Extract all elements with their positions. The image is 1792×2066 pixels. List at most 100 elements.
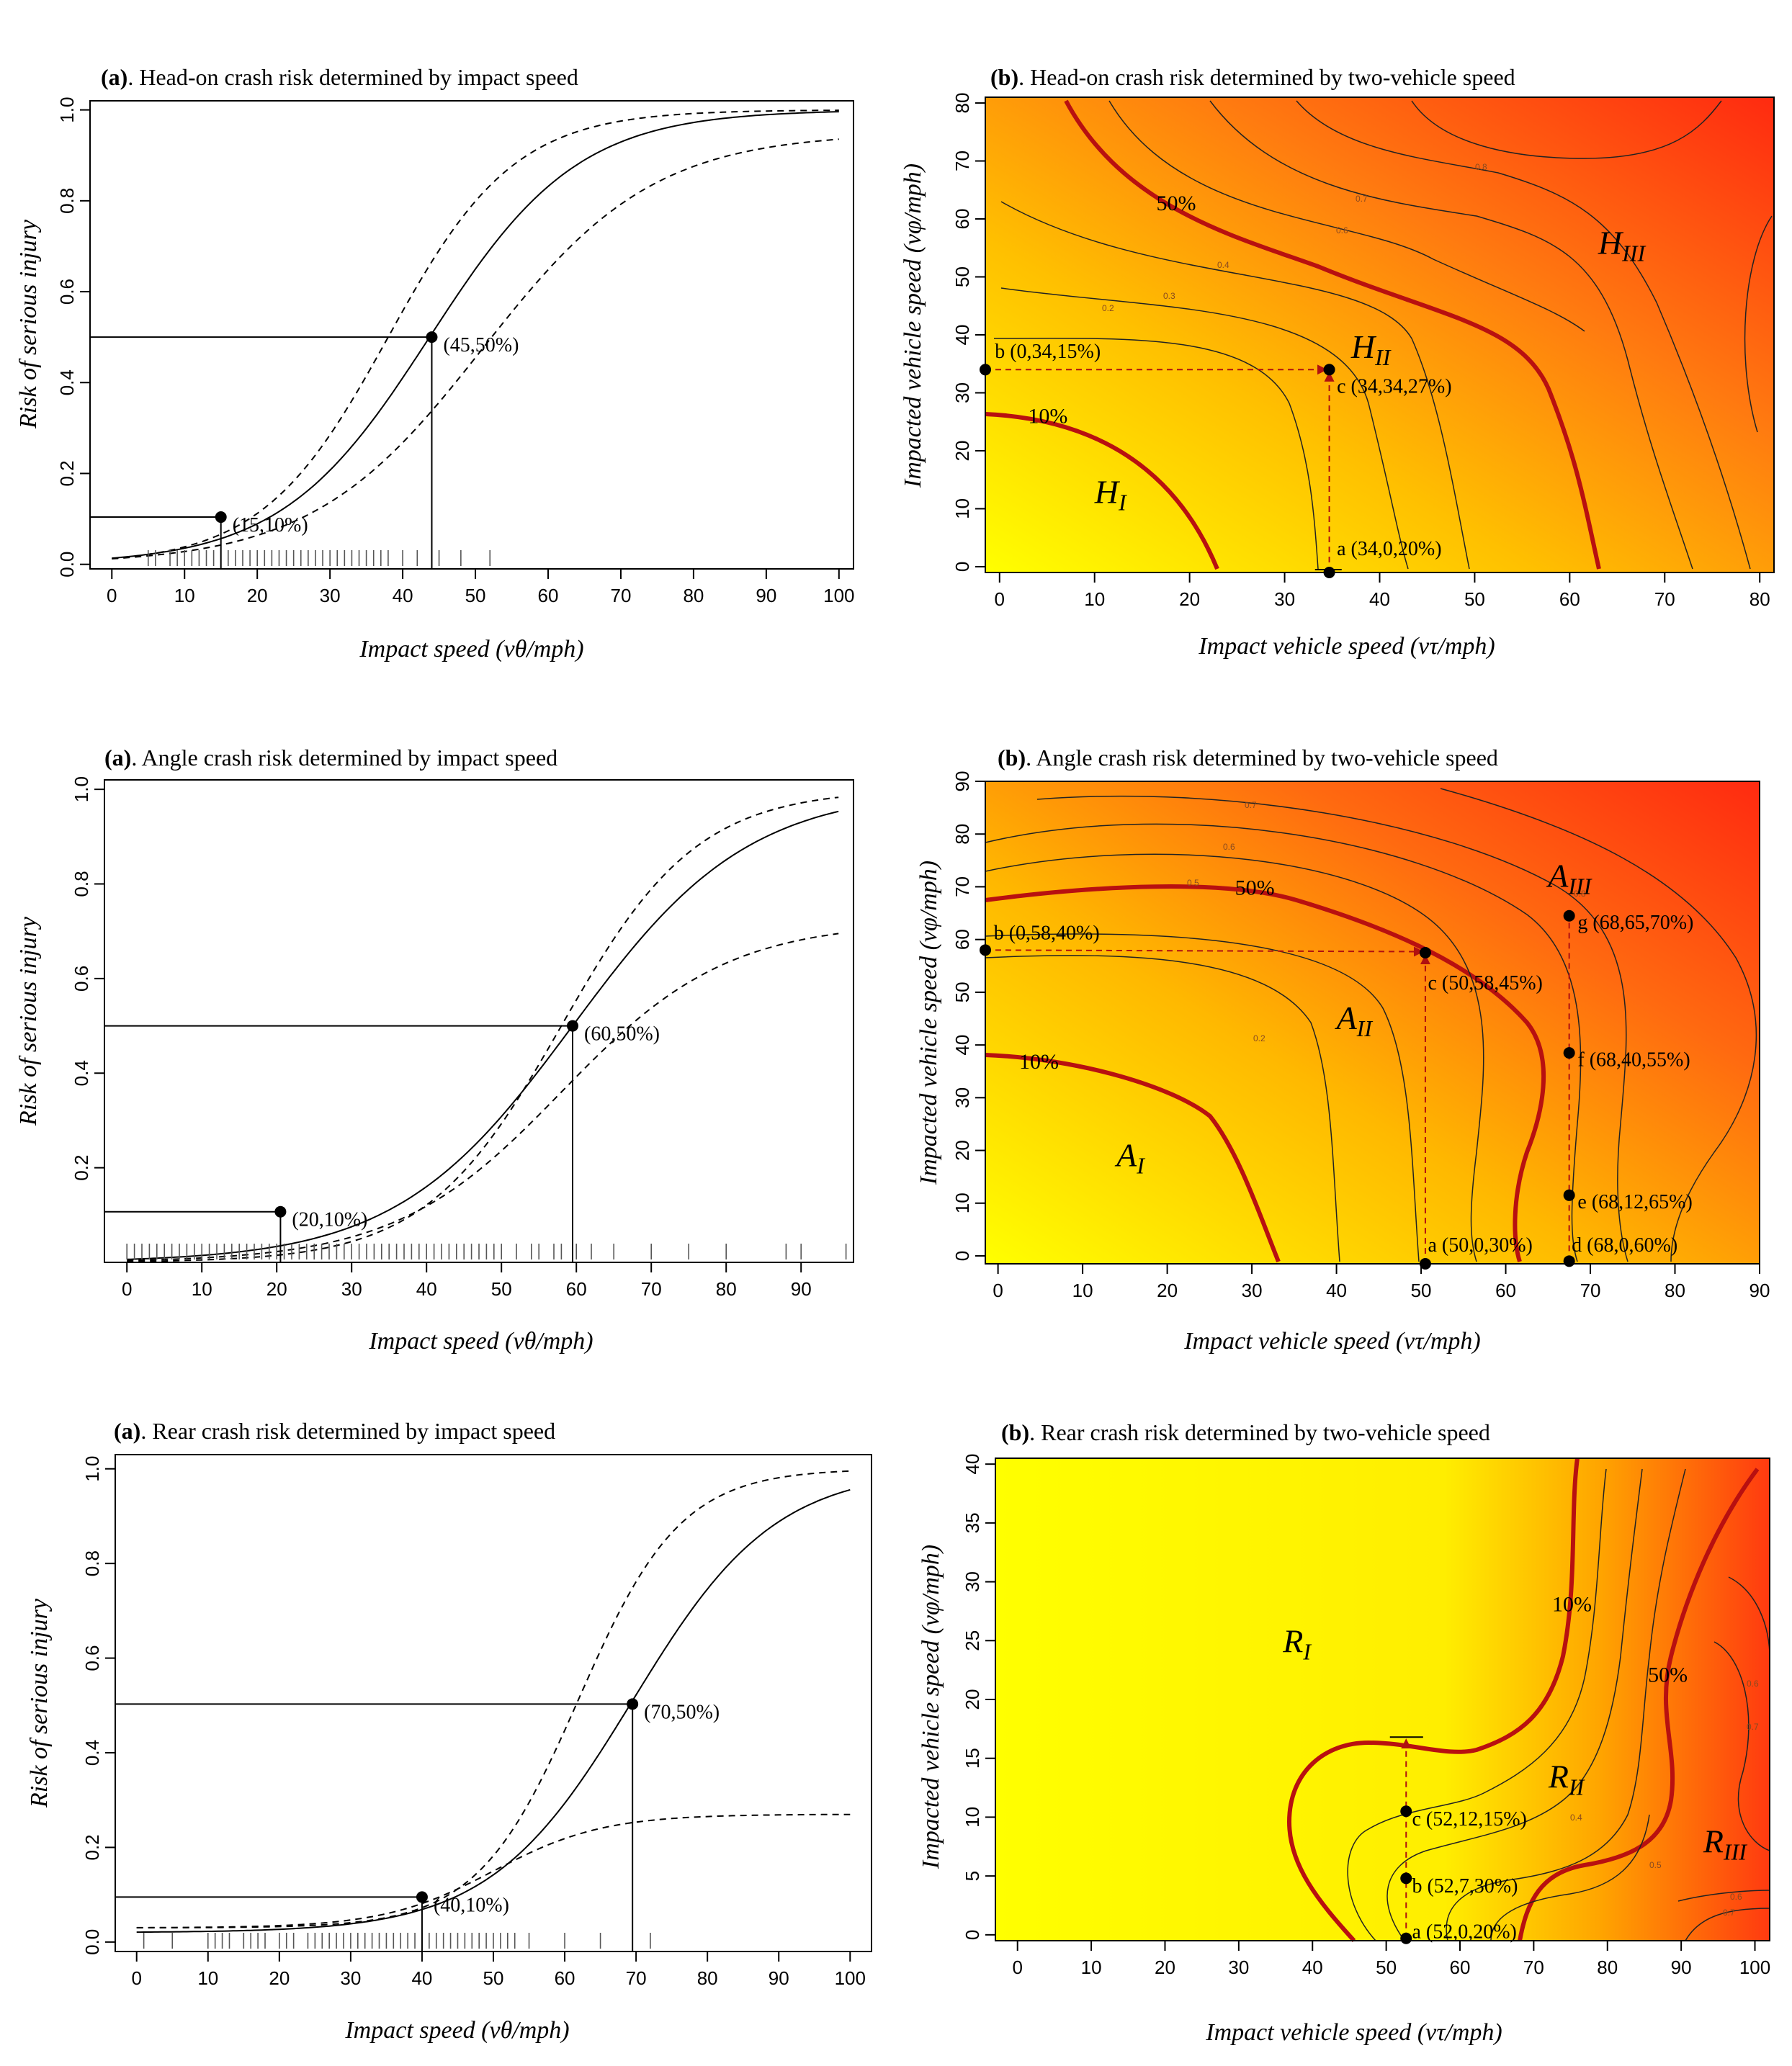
panel-rear-b: (b). Rear crash risk determined by two-v… <box>918 1419 1770 2046</box>
contour-label: 0.2 <box>1253 1033 1265 1043</box>
chart-marks: 0 10 20 30 40 50 60 70 80 90 1000.00.20.40.60.81.0… <box>56 93 1775 1989</box>
x-tick-label: 70 <box>1580 1280 1601 1301</box>
x-tick-label: 70 <box>610 585 631 606</box>
y-tick-label: 40 <box>951 325 973 346</box>
point-label: d (68,0,60%) <box>1572 1234 1677 1257</box>
x-tick-label: 80 <box>697 1967 718 1989</box>
x-tick-label: 20 <box>247 585 268 606</box>
title-head-b: (b). Head-on crash risk determined by tw… <box>990 64 1515 90</box>
x-tick-label: 50 <box>465 585 486 606</box>
point-label: b (52,7,30%) <box>1412 1875 1518 1897</box>
region-subscript: III <box>1567 873 1592 899</box>
region-label: HI <box>1094 473 1127 515</box>
x-tick-label: 20 <box>1155 1957 1175 1978</box>
y-tick-label: 10 <box>951 1193 973 1213</box>
region-label: AI <box>1114 1137 1145 1179</box>
contours-rear-b: 0.4 0.5 0.6 0.7 0.7 0.6 <box>1286 1458 1770 1943</box>
y-tick-label: 50 <box>951 266 973 287</box>
y-tick-label: 15 <box>962 1748 983 1769</box>
contour-label: 0.7 <box>1723 1908 1735 1918</box>
point-label: a (34,0,20%) <box>1337 538 1441 560</box>
y-tick-label: 5 <box>962 1871 983 1881</box>
x-tick-label: 0 <box>122 1278 132 1300</box>
x-tick-label: 80 <box>716 1278 737 1300</box>
data-point <box>567 1020 578 1032</box>
y-tick-label: 0.2 <box>71 1155 92 1181</box>
x-tick-label: 0 <box>1012 1957 1022 1978</box>
region-subscript: I <box>1136 1153 1145 1179</box>
data-point <box>215 511 227 524</box>
region-subscript: II <box>1356 1015 1374 1041</box>
x-tick-label: 100 <box>1739 1957 1770 1978</box>
y-tick-label: 10 <box>951 498 973 519</box>
x-tick-label: 20 <box>1157 1280 1178 1301</box>
region-subscript: II <box>1568 1774 1585 1800</box>
x-tick-label: 60 <box>1450 1957 1471 1978</box>
data-point <box>1400 1872 1412 1885</box>
region-subscript: III <box>1621 240 1646 266</box>
contour-label: 0.8 <box>1574 889 1586 899</box>
x-tick-label: 90 <box>1671 1957 1692 1978</box>
x-tick-label: 90 <box>1750 1280 1770 1301</box>
data-point <box>1563 1189 1575 1201</box>
xlabel-rear-a: Impact speed (vθ/mph) <box>344 2017 569 2044</box>
y-tick-label: 60 <box>951 929 973 950</box>
x-tick-label: 10 <box>197 1967 218 1989</box>
y-tick-label: 20 <box>962 1689 983 1710</box>
data-point <box>1400 1932 1412 1944</box>
y-tick-label: 90 <box>951 771 973 792</box>
contour-label: 0.6 <box>1747 1679 1759 1689</box>
risk-curve <box>136 1488 851 1933</box>
plot-frame <box>985 781 1760 1265</box>
y-tick-label: 20 <box>951 441 973 462</box>
x-tick-label: 60 <box>538 585 559 606</box>
point-label: b (0,58,40%) <box>994 922 1100 945</box>
y-tick-label: 1.0 <box>81 1456 103 1482</box>
contour-label: 0.8 <box>1475 162 1487 172</box>
x-tick-label: 10 <box>192 1278 212 1300</box>
region-letter: R <box>1548 1759 1569 1795</box>
x-tick-label: 30 <box>341 1278 362 1300</box>
contours-head-b: 0.2 0.3 0.4 0.6 0.7 0.8 <box>985 99 1773 570</box>
isoline-label: 50% <box>1648 1663 1688 1687</box>
ylabel-head-b: Impacted vehicle speed (vφ/mph) <box>900 163 926 488</box>
data-point <box>1563 1047 1575 1059</box>
region-letter: H <box>1598 224 1624 261</box>
x-tick-label: 70 <box>1523 1957 1544 1978</box>
region-subscript: III <box>1723 1838 1747 1864</box>
data-point <box>627 1698 639 1710</box>
y-tick-label: 0.8 <box>81 1550 103 1576</box>
plot-frame-head-a <box>89 100 854 570</box>
x-tick-label: 20 <box>1179 588 1200 610</box>
data-point <box>980 364 991 376</box>
contour-label: 0.6 <box>1223 842 1235 852</box>
x-tick-label: 0 <box>995 588 1005 610</box>
x-tick-label: 30 <box>1228 1957 1249 1978</box>
point-label: (15,10%) <box>233 514 308 536</box>
x-tick-label: 0 <box>993 1280 1003 1301</box>
x-tick-label: 80 <box>683 585 704 606</box>
y-tick-label: 0 <box>951 562 973 572</box>
x-tick-label: 40 <box>1369 588 1390 610</box>
region-letter: R <box>1703 1823 1724 1859</box>
ci-lower-curve <box>136 1813 851 1928</box>
y-tick-label: 0.4 <box>56 369 78 395</box>
x-tick-label: 80 <box>1750 588 1770 610</box>
title-rear-b: (b). Rear crash risk determined by two-v… <box>1001 1419 1490 1445</box>
x-tick-label: 30 <box>340 1967 361 1989</box>
x-tick-label: 70 <box>641 1278 662 1300</box>
ci-lower-curve <box>112 138 839 560</box>
panel-angle-b: (b). Angle crash risk determined by two-… <box>915 745 1760 1355</box>
x-tick-label: 80 <box>1665 1280 1685 1301</box>
data-point <box>1323 364 1335 376</box>
xlabel-rear-b: Impact vehicle speed (vτ/mph) <box>1205 2019 1502 2046</box>
contour-label: 0.7 <box>1356 194 1368 204</box>
contours-angle-b: 0.2 0.5 0.6 0.7 0.8 <box>985 788 1757 1263</box>
point-label: (70,50%) <box>644 1701 720 1723</box>
y-tick-label: 0.2 <box>81 1834 103 1860</box>
ylabel-rear-a: Risk of serious injury <box>26 1598 53 1808</box>
panel-head-a: (a). Head-on crash risk determined by im… <box>15 64 854 663</box>
point-label: e (68,12,65%) <box>1577 1191 1692 1213</box>
point-label: (60,50%) <box>584 1023 660 1046</box>
